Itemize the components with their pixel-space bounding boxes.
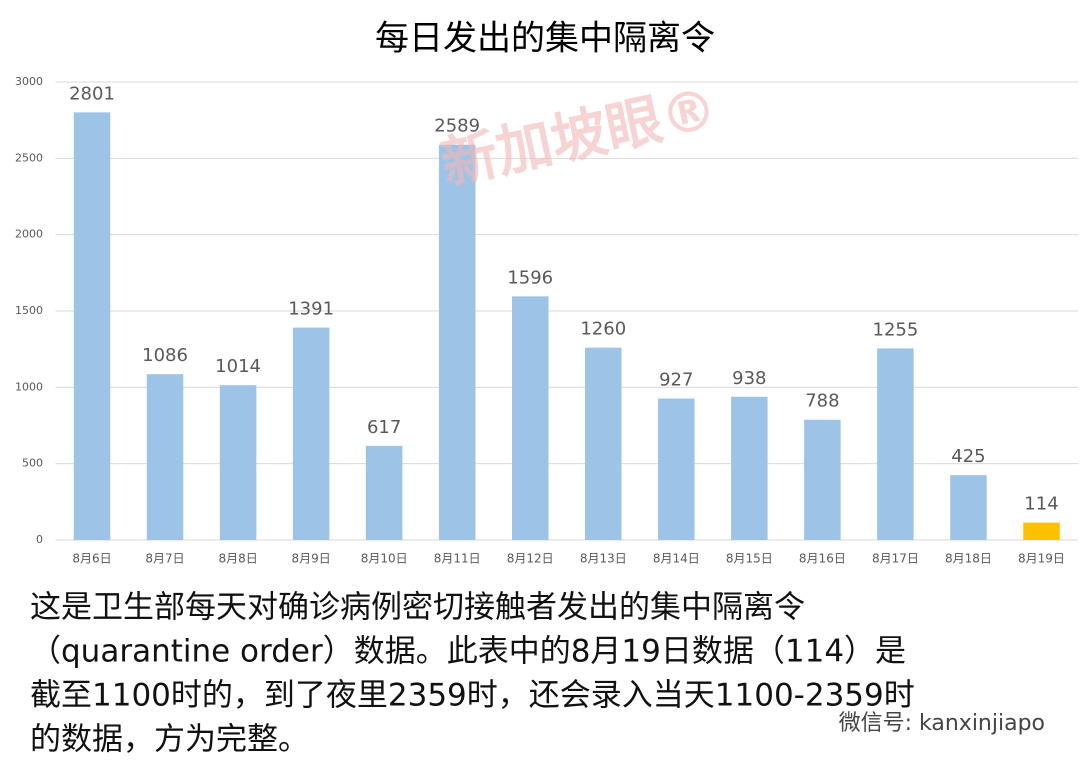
caption-line: 的数据，方为完整。 <box>30 722 309 758</box>
data-label: 1391 <box>288 299 334 320</box>
x-tick-label: 8月12日 <box>507 552 554 566</box>
y-tick-label: 2500 <box>15 151 43 164</box>
x-tick-label: 8月9日 <box>291 552 330 566</box>
caption: 这是卫生部每天对确诊病例密切接触者发出的集中隔离令 （quarantine ord… <box>30 590 915 758</box>
bar <box>804 419 841 540</box>
data-label: 788 <box>805 391 839 412</box>
x-tick-label: 8月10日 <box>361 552 408 566</box>
data-label: 1086 <box>142 345 188 366</box>
data-label: 1596 <box>507 267 553 288</box>
bar <box>146 374 184 540</box>
y-tick-label: 500 <box>22 457 43 470</box>
bar <box>658 398 695 540</box>
bar <box>1023 522 1060 540</box>
x-tick-label: 8月7日 <box>145 552 184 566</box>
bar <box>292 327 330 540</box>
bar <box>950 475 987 540</box>
x-tick-label: 8月13日 <box>580 552 627 566</box>
y-tick-label: 1000 <box>15 380 43 393</box>
data-label: 927 <box>659 369 693 390</box>
bar <box>731 396 768 540</box>
bar <box>511 296 549 540</box>
x-tick-label: 8月8日 <box>218 552 257 566</box>
bar <box>877 348 914 540</box>
x-tick-label: 8月18日 <box>945 552 992 566</box>
bar <box>585 347 622 540</box>
y-tick-label: 3000 <box>15 75 43 88</box>
data-label: 2801 <box>69 83 115 104</box>
bar <box>73 112 111 540</box>
x-tick-label: 8月16日 <box>799 552 846 566</box>
y-tick-label: 2000 <box>15 228 43 241</box>
x-tick-label: 8月14日 <box>653 552 700 566</box>
caption-line: （quarantine order）数据。此表中的8月19日数据（114）是 <box>30 634 906 670</box>
chart-title: 每日发出的集中隔离令 <box>375 19 715 59</box>
data-label: 938 <box>732 368 766 389</box>
data-label: 1260 <box>580 319 626 340</box>
data-label: 1255 <box>873 319 919 340</box>
x-tick-label: 8月19日 <box>1018 552 1065 566</box>
data-label: 114 <box>1024 494 1058 515</box>
x-tick-label: 8月6日 <box>72 552 111 566</box>
x-tick-label: 8月15日 <box>726 552 773 566</box>
y-tick-label: 0 <box>36 533 43 546</box>
data-label: 617 <box>367 417 401 438</box>
data-label: 1014 <box>215 356 261 377</box>
data-label: 425 <box>951 446 985 467</box>
caption-line: 截至1100时的，到了夜里2359时，还会录入当天1100-2359时 <box>30 678 915 714</box>
x-tick-label: 8月17日 <box>872 552 919 566</box>
bar <box>365 445 403 540</box>
x-tick-label: 8月11日 <box>434 552 481 566</box>
y-tick-label: 1500 <box>15 304 43 317</box>
data-label: 2589 <box>434 116 480 137</box>
bar <box>219 385 257 540</box>
wechat-id: 微信号: kanxinjiapo <box>839 711 1045 736</box>
bar <box>438 144 476 540</box>
caption-line: 这是卫生部每天对确诊病例密切接触者发出的集中隔离令 <box>30 590 805 626</box>
